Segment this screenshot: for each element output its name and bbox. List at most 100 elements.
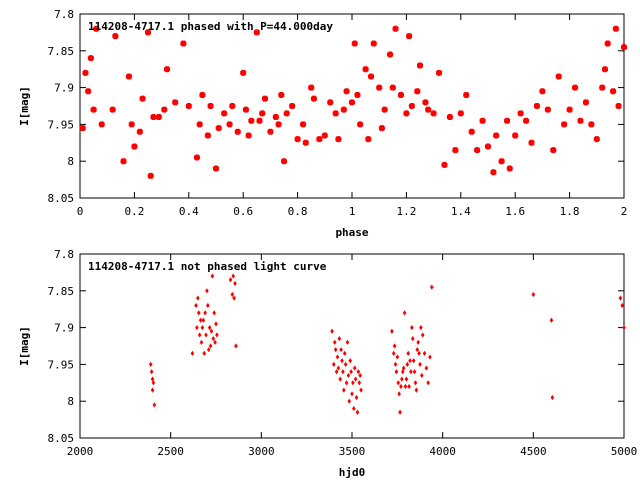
data-point [340, 358, 344, 364]
data-point [147, 172, 154, 179]
y-tick-label: 7.95 [48, 358, 75, 371]
x-tick-label: 1.6 [505, 205, 525, 218]
x-tick-label: 4500 [520, 445, 547, 458]
data-point [209, 328, 214, 334]
data-point [391, 350, 396, 356]
data-point [337, 336, 342, 342]
data-point [446, 114, 453, 121]
data-point [155, 114, 162, 121]
data-point [341, 369, 345, 375]
data-point [342, 387, 346, 393]
data-point [357, 121, 364, 128]
data-point [300, 121, 307, 128]
data-point [411, 358, 416, 364]
x-tick-label: 3500 [339, 445, 366, 458]
data-point [414, 387, 419, 393]
data-point [422, 99, 429, 106]
data-point [400, 369, 405, 375]
data-point [210, 273, 215, 279]
data-point [259, 110, 266, 117]
data-point [601, 66, 608, 73]
data-point [544, 106, 551, 113]
data-point [335, 354, 340, 360]
data-point [407, 383, 411, 390]
data-point [392, 343, 397, 349]
data-point [620, 302, 624, 309]
x-tick-label: 1 [349, 205, 356, 218]
data-point [349, 369, 353, 375]
y-tick-label: 7.8 [54, 8, 74, 21]
data-point [389, 84, 396, 91]
data-point [336, 365, 341, 371]
data-point [352, 365, 357, 371]
phased-light-curve-panel: 7.8 7.85 7.9 7.95 8 8.05 0 0.2 0.4 0.6 0.8 1 1.2 1.4… [18, 8, 627, 239]
data-point [206, 347, 211, 353]
data-point [332, 339, 337, 345]
data-point [479, 117, 486, 124]
x-tick-label: 4000 [429, 445, 456, 458]
x-ticks: 0 0.2 0.4 0.6 0.8 1 1.2 1.4 1.6 1.8 2 [77, 14, 627, 218]
data-point [200, 325, 205, 331]
data-point [136, 128, 143, 135]
data-point [253, 29, 260, 36]
data-point [208, 343, 213, 349]
data-point [610, 88, 617, 95]
data-point [335, 136, 342, 143]
data-point [344, 380, 349, 386]
data-point [398, 409, 402, 415]
data-point [164, 66, 171, 73]
data-point [506, 165, 513, 172]
data-point [242, 106, 249, 113]
x-tick-label: 2000 [67, 445, 94, 458]
data-point [354, 394, 359, 401]
y-tick-label: 8.05 [48, 192, 75, 205]
y-tick-label: 7.95 [48, 118, 75, 131]
data-point [245, 132, 252, 139]
data-point [310, 95, 317, 102]
data-point [256, 117, 263, 124]
data-point [362, 66, 369, 73]
data-point [420, 372, 424, 379]
data-point [151, 380, 156, 386]
data-point [355, 409, 360, 415]
data-point [232, 295, 236, 301]
data-point [82, 69, 89, 76]
data-point [205, 288, 209, 294]
data-point [413, 380, 418, 386]
data-point [370, 40, 377, 47]
data-point [356, 369, 361, 375]
plot-frame [79, 13, 625, 199]
data-point [490, 169, 497, 176]
data-point [621, 44, 627, 51]
x-tick-label: 0 [77, 205, 84, 218]
data-point [338, 376, 343, 382]
data-point [149, 369, 154, 375]
data-point [474, 147, 481, 154]
data-point [399, 383, 403, 390]
y-ticks: 7.8 7.85 7.9 7.95 8 8.05 [48, 248, 624, 445]
data-point [202, 350, 207, 356]
data-point [533, 103, 540, 109]
data-point [498, 158, 505, 165]
data-point [403, 110, 410, 117]
data-point [350, 391, 354, 397]
data-point [330, 328, 334, 334]
data-point [428, 354, 432, 360]
data-point [213, 165, 219, 172]
data-point [406, 33, 413, 40]
data-point [347, 398, 352, 404]
data-point [185, 103, 192, 109]
data-point [422, 350, 427, 356]
data-point [408, 358, 412, 364]
data-point [452, 147, 459, 154]
x-tick-label: 1.8 [560, 205, 580, 218]
data-points [79, 25, 627, 179]
y-tick-label: 8 [67, 395, 74, 408]
data-point [404, 376, 409, 382]
x-tick-label: 0.4 [179, 205, 199, 218]
data-point [128, 121, 135, 128]
data-point [190, 350, 195, 356]
y-tick-label: 8.05 [48, 432, 75, 445]
y-ticks: 7.8 7.85 7.9 7.95 8 8.05 [48, 8, 624, 205]
data-point [397, 391, 401, 397]
